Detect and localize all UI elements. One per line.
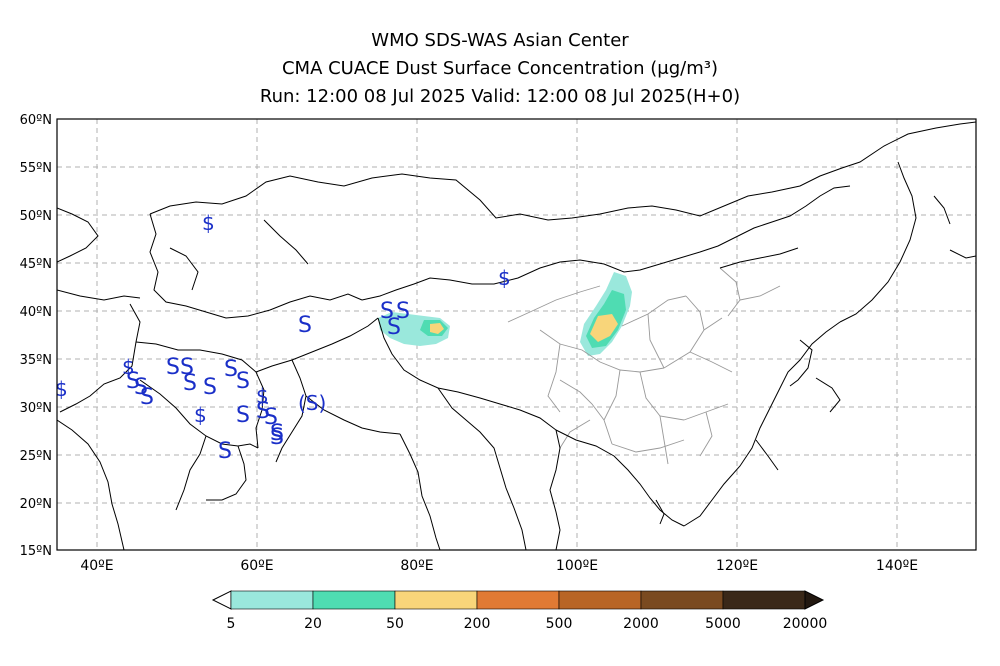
colorbar-tick-label: 5000 <box>705 616 741 632</box>
colorbar-bin <box>230 590 314 610</box>
colorbar-bin <box>640 590 724 610</box>
lon-label: 120ºE <box>716 558 758 574</box>
lat-label: 25ºN <box>20 449 52 464</box>
lon-label: 80ºE <box>400 558 433 574</box>
gridlines <box>57 119 976 550</box>
dust-symbol: S <box>218 439 232 464</box>
colorbar: 5 20 50 200 500 2000 5000 20000 <box>211 590 828 632</box>
dust-symbol: $ <box>202 211 215 235</box>
dust-symbol: S <box>236 403 250 428</box>
dust-symbol: S <box>134 375 148 400</box>
colorbar-over-arrow <box>804 590 825 610</box>
dust-area-tarim-high <box>430 323 444 334</box>
colorbar-tick-label: 200 <box>464 616 491 632</box>
colorbar-bin <box>476 590 560 610</box>
lat-label: 40ºN <box>20 305 52 320</box>
colorbar-bin <box>394 590 478 610</box>
colorbar-bin <box>312 590 396 610</box>
lon-label: 100ºE <box>556 558 598 574</box>
lat-label: 20ºN <box>20 497 52 512</box>
lat-label: 30ºN <box>20 401 52 416</box>
dust-symbol: $ <box>194 403 207 427</box>
dust-symbol: $ <box>498 266 511 290</box>
dust-symbol: S <box>264 405 278 430</box>
dust-contours <box>378 272 632 356</box>
lat-label: 60ºN <box>20 113 52 128</box>
dust-symbol: $ <box>55 377 68 401</box>
dust-symbol: $ <box>122 355 135 379</box>
dust-symbol: S <box>126 369 140 394</box>
dust-symbol: $ <box>256 384 269 408</box>
dust-symbol: S <box>396 299 410 324</box>
colorbar-under-arrow <box>211 590 232 610</box>
colorbar-bin <box>722 590 806 610</box>
colorbar-tick-label: 50 <box>386 616 404 632</box>
lon-label: 60ºE <box>240 558 273 574</box>
colorbar-bin <box>558 590 642 610</box>
country-borders <box>57 121 976 550</box>
map-area <box>57 119 976 550</box>
dust-symbol: S <box>387 315 401 340</box>
latitude-labels: 60ºN 55ºN 50ºN 45ºN 40ºN 35ºN 30ºN 25ºN … <box>20 113 52 559</box>
colorbar-tick-label: 20 <box>304 616 322 632</box>
colorbar-tick-label: 5 <box>227 616 236 632</box>
dust-area-gobi-high <box>590 314 618 342</box>
dust-symbol: S <box>180 355 194 380</box>
dust-symbol: (S) <box>298 391 326 415</box>
dust-symbol: S <box>270 425 284 450</box>
dust-symbol: S <box>140 385 154 410</box>
dust-symbol: S <box>380 299 394 324</box>
dust-symbol: S <box>224 357 238 382</box>
dust-symbol: S <box>256 399 270 424</box>
lat-label: 35ºN <box>20 353 52 368</box>
colorbar-tick-label: 2000 <box>623 616 659 632</box>
dust-symbols: $ $ S S S S $ S S S S S S S S S $ S $ S … <box>55 211 511 464</box>
run-valid-time: Run: 12:00 08 Jul 2025 Valid: 12:00 08 J… <box>259 86 741 107</box>
chart-subtitle: CMA CUACE Dust Surface Concentration (μg… <box>281 58 719 79</box>
longitude-labels: 40ºE 60ºE 80ºE 100ºE 120ºE 140ºE <box>80 558 918 574</box>
colorbar-tick-label: 20000 <box>783 616 828 632</box>
lat-label: 55ºN <box>20 161 52 176</box>
province-boundaries <box>507 267 781 465</box>
chart-title: WMO SDS-WAS Asian Center <box>371 30 629 51</box>
map-frame <box>56 118 977 551</box>
dust-symbol: S <box>203 375 217 400</box>
dust-symbol: S <box>166 355 180 380</box>
colorbar-tick-label: 500 <box>546 616 573 632</box>
lon-label: 140ºE <box>876 558 918 574</box>
lat-label: 50ºN <box>20 209 52 224</box>
lat-label: 15ºN <box>20 544 52 559</box>
dust-symbol: S <box>236 369 250 394</box>
lon-label: 40ºE <box>80 558 113 574</box>
dust-symbol: S <box>183 371 197 396</box>
lat-label: 45ºN <box>20 257 52 272</box>
dust-symbol: S <box>298 313 312 338</box>
dust-symbol: S <box>270 421 284 446</box>
